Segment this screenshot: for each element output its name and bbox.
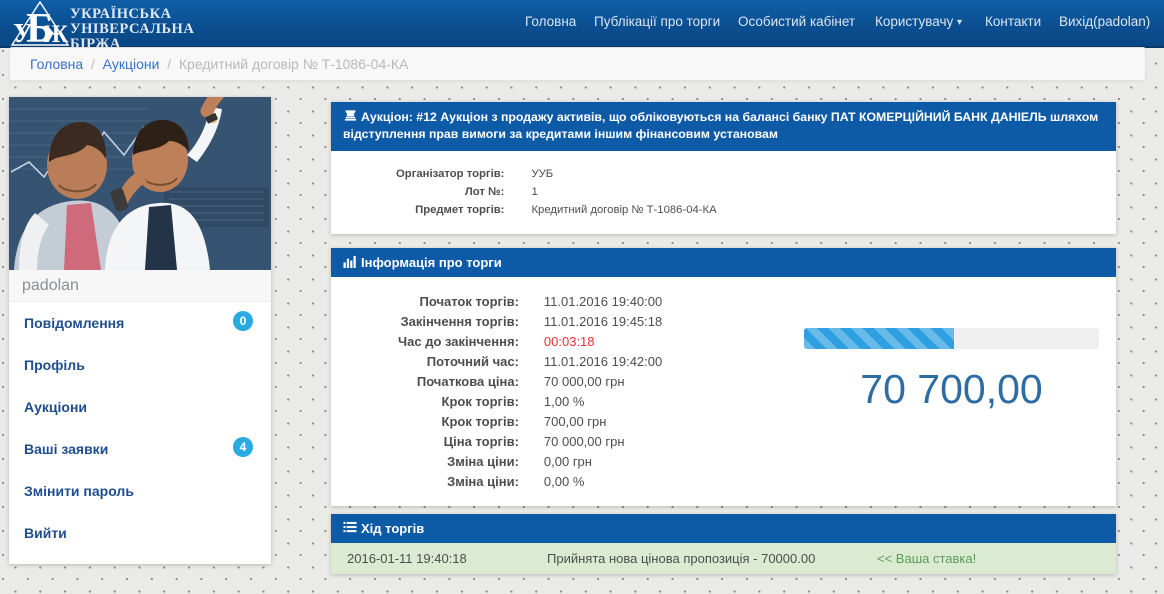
svg-text:У: У <box>13 18 33 47</box>
svg-text:Ж: Ж <box>44 21 69 47</box>
